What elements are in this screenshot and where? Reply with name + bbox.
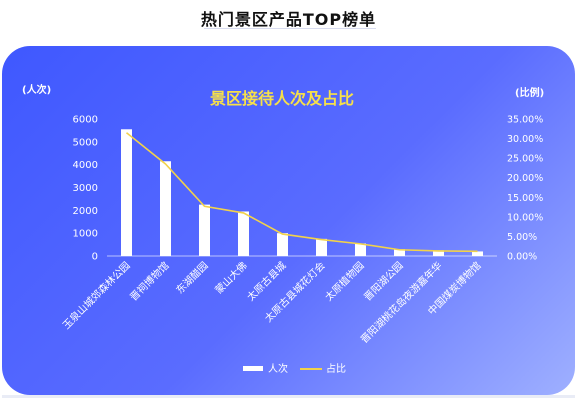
left-tick-label: 2000 (73, 206, 98, 217)
bar (316, 238, 327, 256)
left-tick-label: 4000 (73, 160, 98, 171)
x-tick-label: 东湖醋园 (173, 259, 210, 296)
card-shadow (2, 395, 575, 398)
bar (394, 249, 405, 256)
bar (160, 161, 171, 256)
left-tick-label: 5000 (73, 137, 98, 148)
bar-series (121, 129, 483, 256)
right-tick-label: 10.00% (507, 212, 543, 223)
x-tick-label: 太原古县城 (244, 259, 289, 304)
bar (355, 243, 366, 256)
left-axis-label: (人次) (22, 83, 51, 96)
bar (433, 250, 444, 256)
left-tick-label: 3000 (73, 183, 98, 194)
legend: 人次 占比 (243, 362, 346, 375)
legend-bar-swatch (243, 366, 263, 371)
chart-card (2, 46, 575, 395)
x-tick-label: 晋祠博物馆 (127, 259, 172, 304)
right-tick-label: 25.00% (507, 154, 543, 165)
page-title: 热门景区产品TOP榜单 (200, 10, 377, 29)
ratio-line (125, 132, 478, 253)
left-tick-label: 6000 (73, 115, 98, 126)
left-tick-label: 1000 (73, 229, 98, 240)
right-tick-label: 30.00% (507, 134, 543, 145)
chart-title: 景区接待人次及占比 (210, 89, 354, 108)
bar (238, 211, 249, 256)
right-axis-ticks: 0.00% 5.00% 10.00% 15.00% 20.00% 25.00% 30.00%… (507, 115, 543, 263)
right-axis-label: (比例) (515, 86, 544, 99)
bar (199, 204, 210, 256)
x-tick-label: 太原植物园 (322, 259, 367, 304)
x-tick-label: 蒙山大佛 (212, 259, 249, 296)
line-series (125, 132, 478, 253)
legend-line-label: 占比 (326, 362, 346, 375)
left-tick-label: 0 (92, 252, 98, 263)
left-axis-ticks: 0 1000 2000 3000 4000 5000 6000 (73, 115, 98, 263)
legend-bar-label: 人次 (268, 362, 288, 375)
bar (121, 129, 132, 256)
bar (472, 251, 483, 256)
x-tick-label: 玉泉山城郊森林公园 (60, 259, 133, 332)
right-tick-label: 0.00% (507, 252, 537, 263)
bar (277, 233, 288, 256)
right-tick-label: 5.00% (507, 232, 537, 243)
right-tick-label: 15.00% (507, 193, 543, 204)
right-tick-label: 35.00% (507, 115, 543, 126)
title-divider (204, 28, 376, 29)
right-tick-label: 20.00% (507, 173, 543, 184)
